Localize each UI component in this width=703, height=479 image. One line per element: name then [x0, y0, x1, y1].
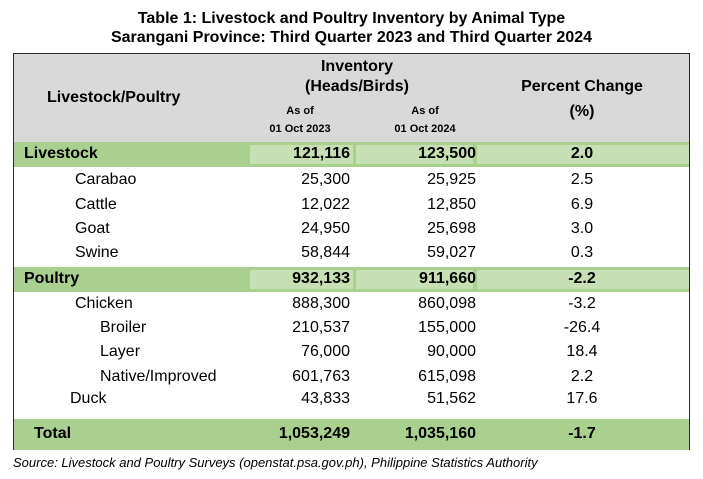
value-2023: 121,116: [293, 145, 350, 162]
table-row: Poultry 932,133 911,660 -2.2: [14, 268, 689, 292]
row-label: Chicken: [75, 295, 133, 312]
percent-change: -1.7: [568, 425, 596, 442]
value-2023: 43,833: [301, 390, 350, 407]
table-row: Livestock 121,116 123,500 2.0: [14, 143, 689, 167]
table-row: Goat 24,950 25,698 3.0: [14, 218, 689, 242]
header-asof-2023: As of: [286, 105, 314, 117]
row-label: Livestock: [24, 145, 98, 162]
row-label: Broiler: [100, 319, 147, 336]
row-label: Poultry: [24, 270, 80, 287]
table-title: Table 1: Livestock and Poultry Inventory…: [137, 10, 566, 27]
table-row-total: Total 1,053,249 1,035,160 -1.7: [14, 423, 689, 447]
row-label: Swine: [75, 244, 119, 261]
table-row: Duck 43,833 51,562 17.6: [14, 388, 689, 412]
value-2023: 76,000: [301, 343, 350, 360]
livestock-band: [14, 142, 689, 167]
percent-change: -2.2: [568, 270, 596, 287]
value-2024: 615,098: [418, 368, 476, 385]
value-2024: 25,925: [427, 171, 476, 188]
percent-change: -26.4: [563, 319, 601, 336]
row-label: Native/Improved: [100, 368, 217, 385]
percent-change: 18.4: [566, 343, 598, 360]
header-asof-2024: As of: [411, 105, 439, 117]
header-percent-change: Percent Change: [521, 78, 643, 95]
row-label: Carabao: [75, 171, 137, 188]
table-row: Chicken 888,300 860,098 -3.2: [14, 293, 689, 317]
row-label: Total: [34, 425, 72, 442]
value-2024: 51,562: [427, 390, 476, 407]
percent-change: 0.3: [570, 244, 594, 261]
header-inventory-unit: (Heads/Birds): [304, 78, 410, 95]
value-2023: 888,300: [292, 295, 350, 312]
header-date-2024: 01 Oct 2024: [394, 123, 456, 135]
percent-change: 6.9: [570, 196, 594, 213]
table-row: Native/Improved 601,763 615,098 2.2: [14, 366, 689, 390]
table-row: Swine 58,844 59,027 0.3: [14, 242, 689, 266]
value-2023: 932,133: [292, 270, 350, 287]
value-2023: 601,763: [292, 368, 350, 385]
row-label: Goat: [75, 220, 110, 237]
percent-change: 2.2: [570, 368, 594, 385]
value-2023: 58,844: [301, 244, 350, 261]
value-2024: 25,698: [427, 220, 476, 237]
row-label: Cattle: [75, 196, 117, 213]
table-subtitle: Sarangani Province: Third Quarter 2023 a…: [110, 29, 593, 46]
value-2023: 25,300: [301, 171, 350, 188]
table-row: Broiler 210,537 155,000 -26.4: [14, 317, 689, 341]
source-note: Source: Livestock and Poultry Surveys (o…: [13, 455, 538, 470]
table-row: Carabao 25,300 25,925 2.5: [14, 169, 689, 193]
value-2024: 155,000: [418, 319, 476, 336]
table-header: Livestock/Poultry Inventory (Heads/Birds…: [14, 54, 689, 142]
value-2024: 59,027: [427, 244, 476, 261]
value-2024: 1,035,160: [404, 425, 476, 442]
value-2023: 24,950: [301, 220, 350, 237]
value-2023: 210,537: [292, 319, 350, 336]
table-row: Cattle 12,022 12,850 6.9: [14, 194, 689, 218]
percent-change: 17.6: [566, 390, 598, 407]
header-percent-unit: (%): [569, 103, 595, 120]
value-2024: 123,500: [418, 145, 476, 162]
inventory-table: Livestock/Poultry Inventory (Heads/Birds…: [13, 53, 690, 450]
poultry-band: [14, 267, 689, 292]
header-inventory: Inventory: [320, 58, 393, 75]
value-2024: 860,098: [418, 295, 476, 312]
table-row: Layer 76,000 90,000 18.4: [14, 341, 689, 365]
percent-change: 3.0: [570, 220, 594, 237]
total-band: [14, 419, 689, 450]
value-2024: 12,850: [427, 196, 476, 213]
header-date-2023: 01 Oct 2023: [269, 123, 331, 135]
percent-change: 2.5: [570, 171, 594, 188]
row-label: Layer: [100, 343, 141, 360]
value-2023: 1,053,249: [278, 425, 350, 442]
percent-change: -3.2: [568, 295, 596, 312]
row-label: Duck: [70, 390, 107, 407]
header-livestock-poultry: Livestock/Poultry: [47, 89, 181, 106]
value-2024: 911,660: [419, 270, 476, 287]
value-2024: 90,000: [427, 343, 476, 360]
value-2023: 12,022: [301, 196, 350, 213]
percent-change: 2.0: [570, 145, 594, 162]
